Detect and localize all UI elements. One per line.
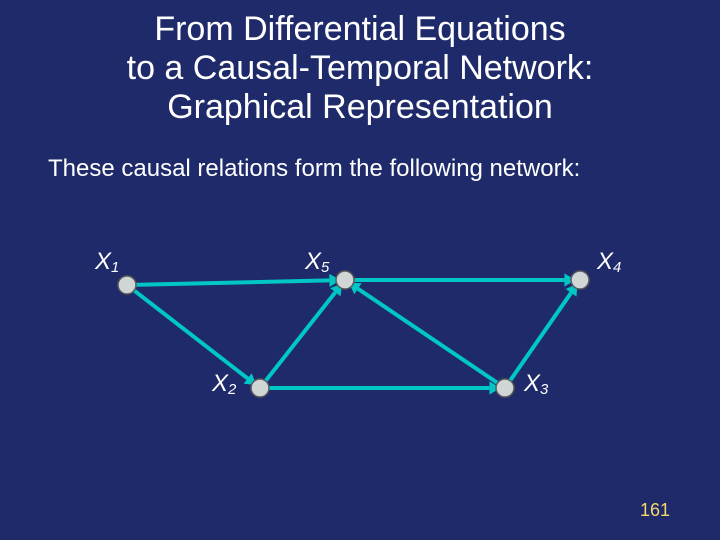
node-label: X3 [524, 370, 548, 398]
network-node [118, 276, 136, 294]
network-node [571, 271, 589, 289]
network-node [251, 379, 269, 397]
edge [260, 292, 335, 388]
edge [358, 289, 505, 388]
node-label: X5 [305, 248, 329, 276]
page-number: 161 [640, 500, 670, 521]
network-node [336, 271, 354, 289]
node-label: X2 [212, 370, 236, 398]
slide: From Differential Equationsto a Causal-T… [0, 0, 720, 540]
network-node [496, 379, 514, 397]
node-label: X1 [95, 248, 119, 276]
edge [127, 285, 248, 378]
edge [127, 280, 329, 285]
node-label: X4 [597, 248, 621, 276]
